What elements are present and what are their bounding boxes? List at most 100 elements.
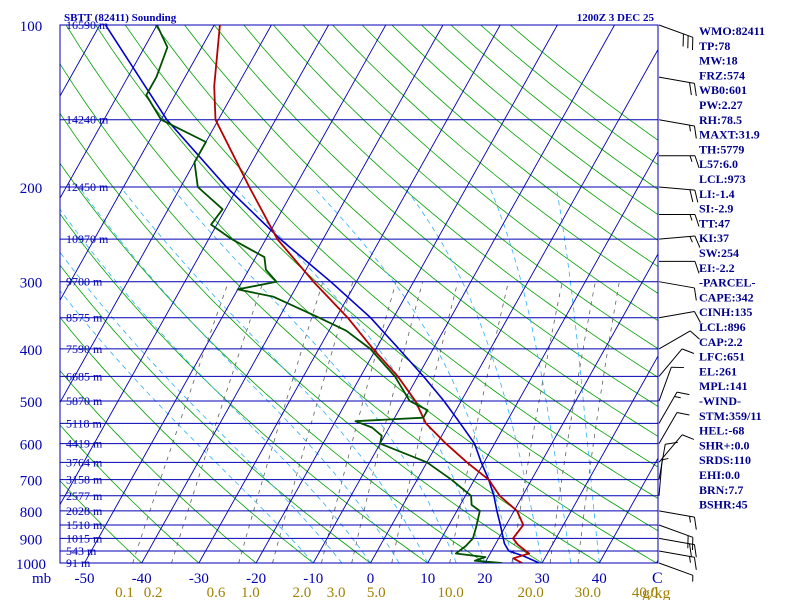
index-entry: FRZ:574 — [699, 68, 745, 82]
pressure-tick-label: 400 — [20, 343, 43, 359]
temp-tick-label: 40 — [592, 571, 607, 587]
isotherm — [598, 457, 658, 563]
height-label: 2028 m — [66, 504, 103, 518]
index-entry: TP:78 — [699, 39, 730, 53]
wind-barbs — [658, 24, 701, 582]
dry-adiabat — [60, 316, 314, 563]
height-label: 7590 m — [66, 342, 103, 356]
mixing-ratio-tick-label: 0.2 — [144, 585, 163, 600]
moist-adiabat — [78, 186, 400, 563]
mixing-ratio-tick-label: 40.0 — [632, 585, 658, 600]
index-entry: LCL:896 — [699, 320, 746, 334]
mixing-ratio-unit: g/kg — [642, 585, 670, 600]
mixing-ratio-line — [171, 281, 264, 563]
height-label: 4419 m — [66, 437, 103, 451]
wind-barb — [658, 537, 697, 558]
index-entry: PW:2.27 — [699, 98, 743, 112]
height-label: 2577 m — [66, 489, 103, 503]
temp-tick-label: -30 — [189, 571, 209, 587]
index-entry: CAP:2.2 — [699, 335, 743, 349]
mixing-ratio-line — [238, 281, 324, 563]
temp-tick-label: -10 — [303, 571, 323, 587]
wind-barb — [658, 186, 699, 203]
mixing-ratio-line — [351, 281, 424, 563]
temp-tick-label: -50 — [75, 571, 95, 587]
temp-tick-label: 30 — [535, 571, 550, 587]
isotherm — [198, 25, 501, 563]
height-label: 5870 m — [66, 394, 103, 408]
chart-text: SBTT (82411) Sounding 1200Z 3 DEC 25 mb … — [32, 12, 670, 600]
index-entry: BRN:7.7 — [699, 483, 743, 497]
temp-tick-label: 20 — [477, 571, 492, 587]
wind-barb — [658, 330, 700, 350]
wind-barb — [658, 348, 695, 377]
index-entry: KI:37 — [699, 231, 729, 245]
wind-barb — [658, 119, 697, 139]
dry-adiabat — [509, 25, 658, 141]
index-entry: -PARCEL- — [699, 276, 755, 290]
wind-barb — [658, 524, 694, 550]
index-entry: MAXT:31.9 — [699, 128, 760, 142]
isotherm — [60, 25, 329, 506]
index-entry: LCL:973 — [699, 172, 746, 186]
moist-adiabat — [234, 186, 486, 563]
index-entry: WMO:82411 — [699, 24, 765, 38]
temp-tick-label: 0 — [367, 571, 375, 587]
index-entry: EL:261 — [699, 364, 737, 378]
mixing-ratio-line — [321, 281, 397, 563]
dry-adiabat — [60, 213, 428, 563]
index-entry: SI:-2.9 — [699, 202, 733, 216]
temp-unit: C — [652, 570, 663, 587]
parcel-line — [104, 25, 540, 563]
wind-barb — [658, 510, 697, 530]
index-entry: BSHR:45 — [699, 498, 748, 512]
index-entry: EHI:0.0 — [699, 468, 740, 482]
index-entry: TH:5779 — [699, 142, 744, 156]
index-entry: EI:-2.2 — [699, 261, 735, 275]
mixing-ratio-tick-label: 10.0 — [437, 585, 463, 600]
height-label: 12450 m — [66, 180, 109, 194]
pressure-tick-label: 1000 — [16, 557, 46, 573]
moist-adiabat — [170, 186, 457, 563]
isotherm — [427, 150, 658, 563]
index-entry: MW:18 — [699, 54, 738, 68]
chart-title: SBTT (82411) Sounding — [64, 12, 177, 24]
dry-adiabats — [60, 25, 658, 563]
index-entry: -WIND- — [699, 394, 741, 408]
wind-barb — [659, 260, 700, 274]
index-entry: TT:47 — [699, 216, 730, 230]
pressure-tick-label: 300 — [20, 276, 43, 292]
pressure-tick-label: 200 — [20, 181, 43, 197]
height-label: 1510 m — [66, 518, 103, 532]
moist-adiabat — [313, 186, 514, 563]
index-entry: CINH:135 — [699, 305, 752, 319]
wind-barb — [659, 213, 700, 227]
wind-barb — [658, 76, 697, 96]
mixing-ratio-tick-label: 3.0 — [327, 585, 346, 600]
height-label: 9700 m — [66, 275, 103, 289]
mixing-ratio-line — [511, 281, 563, 563]
height-label: 1015 m — [66, 531, 103, 545]
mixing-ratio-tick-label: 5.0 — [367, 585, 386, 600]
mixing-ratio-tick-label: 1.0 — [241, 585, 260, 600]
index-entry: WB0:601 — [699, 83, 747, 97]
profiles — [104, 25, 540, 563]
mixing-ratio-line — [577, 281, 620, 563]
height-label: 3764 m — [66, 455, 103, 469]
height-label: 3158 m — [66, 473, 103, 487]
mixing-ratio-tick-label: 0.1 — [115, 585, 134, 600]
dewpoint-line — [145, 25, 503, 563]
mixing-ratio-line — [272, 281, 354, 563]
pressure-tick-label: 600 — [20, 438, 43, 454]
index-entry: LI:-1.4 — [699, 187, 735, 201]
wind-barb — [658, 235, 701, 248]
index-entry: HEL:-68 — [699, 424, 744, 438]
index-entry: SRDS:110 — [699, 453, 751, 467]
isotherm — [541, 355, 658, 563]
pressure-tick-label: 900 — [20, 532, 43, 548]
height-label: 6685 m — [66, 369, 103, 383]
pressure-tick-label: 700 — [20, 474, 43, 490]
height-label: 5118 m — [66, 416, 103, 430]
